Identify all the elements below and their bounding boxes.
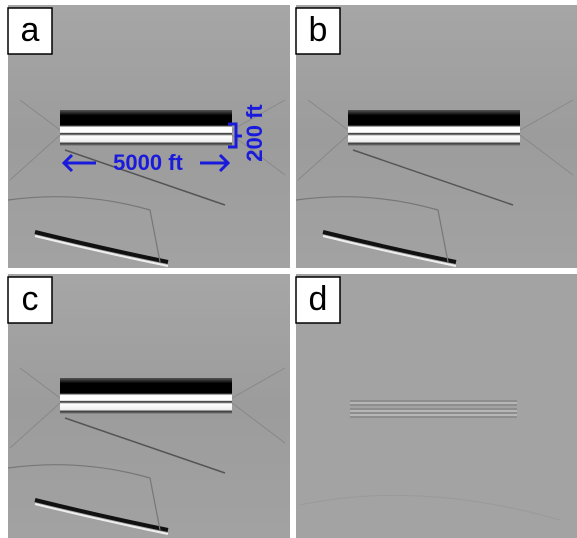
panel-a: a 5000 ft 200 ft xyxy=(8,5,290,268)
panel-b: b xyxy=(296,5,577,268)
panel-label: b xyxy=(309,11,328,49)
panel-label: c xyxy=(22,280,39,318)
figure: a 5000 ft 200 ft b c d xyxy=(0,0,577,538)
width-label: 5000 ft xyxy=(113,150,183,175)
panel-label: a xyxy=(21,11,40,49)
panel-d: d xyxy=(296,274,577,538)
panel-c: c xyxy=(8,274,290,538)
panel-label: d xyxy=(309,280,328,318)
height-label: 200 ft xyxy=(242,104,267,162)
